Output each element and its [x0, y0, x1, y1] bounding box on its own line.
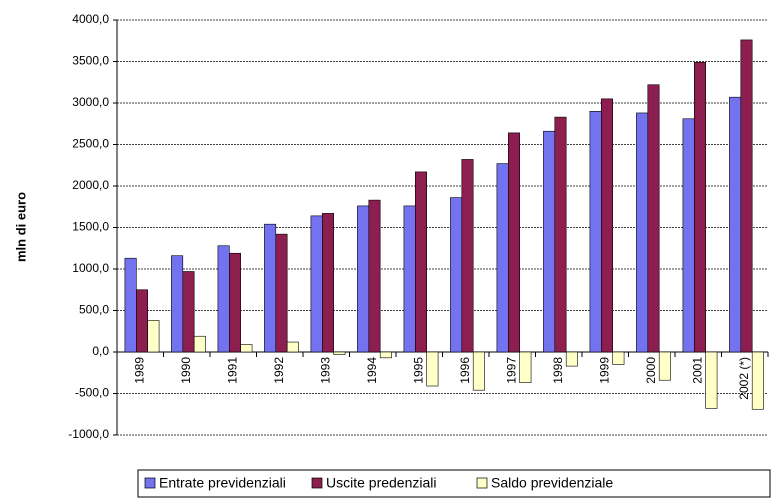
legend-swatch: [144, 477, 156, 489]
legend-label: Saldo previdenziale: [491, 475, 613, 491]
x-tick-label: 2002 (*): [737, 357, 751, 400]
bar: [543, 130, 556, 353]
bar: [647, 84, 660, 353]
bar: [589, 111, 602, 353]
bar: [472, 351, 485, 391]
x-tick-label: 1995: [411, 357, 425, 384]
bar: [461, 159, 474, 353]
bar: [507, 132, 520, 353]
x-tick-label: 1993: [318, 357, 332, 384]
bar: [554, 116, 567, 353]
bar: [693, 62, 706, 353]
bar: [682, 118, 695, 353]
bar: [135, 289, 148, 353]
x-tick-label: 1990: [179, 357, 193, 384]
bar: [636, 112, 649, 353]
legend-label: Uscite predenziali: [326, 475, 437, 491]
bar: [240, 344, 253, 353]
bar: [368, 199, 381, 353]
legend-swatch: [311, 477, 323, 489]
bar: [565, 351, 578, 367]
y-tick-label: 2000,0: [72, 178, 109, 192]
bar: [275, 233, 288, 353]
bar: [228, 252, 241, 353]
bar: [217, 245, 230, 353]
y-tick-label: 3000,0: [72, 95, 109, 109]
legend-label: Entrate previdenziali: [159, 475, 286, 491]
bar: [403, 205, 416, 353]
bar: [450, 197, 463, 353]
bar: [333, 351, 346, 355]
bar: [658, 351, 671, 381]
y-tick-label: 4000,0: [72, 12, 109, 26]
bar: [600, 98, 613, 353]
bar: [519, 351, 532, 384]
bar: [321, 213, 334, 353]
legend: [137, 469, 771, 498]
bar: [310, 215, 323, 353]
bar: [496, 163, 509, 353]
bar: [729, 96, 742, 353]
y-tick-label: 0,0: [92, 344, 109, 358]
bar: [740, 39, 753, 353]
bar: [426, 351, 439, 387]
y-tick-label: 1500,0: [72, 220, 109, 234]
bar: [171, 255, 184, 353]
bar: [751, 351, 764, 410]
bar: [147, 320, 160, 353]
y-tick-label: 3500,0: [72, 54, 109, 68]
x-tick-label: 1992: [272, 357, 286, 384]
bar: [379, 351, 392, 359]
x-tick-label: 2001: [690, 357, 704, 384]
bar: [286, 341, 299, 353]
legend-swatch: [476, 477, 488, 489]
bar: [264, 223, 277, 353]
y-tick-label: -1000,0: [68, 427, 109, 441]
x-tick-label: 1997: [504, 357, 518, 384]
bar: [414, 171, 427, 353]
bar: [357, 205, 370, 353]
bar: [182, 271, 195, 353]
y-tick-label: 1000,0: [72, 261, 109, 275]
bar: [124, 257, 137, 353]
y-tick-label: 500,0: [79, 303, 109, 317]
bar: [705, 351, 718, 409]
x-tick-label: 1989: [132, 357, 146, 384]
x-tick-label: 2000: [644, 357, 658, 384]
x-tick-label: 1994: [365, 357, 379, 384]
x-tick-label: 1998: [551, 357, 565, 384]
x-tick-label: 1999: [597, 357, 611, 384]
bar: [612, 351, 625, 365]
x-tick-label: 1996: [458, 357, 472, 384]
x-tick-label: 1991: [225, 357, 239, 384]
y-tick-label: 2500,0: [72, 137, 109, 151]
bar: [193, 335, 206, 353]
y-axis-label: mln di euro: [13, 192, 28, 262]
y-tick-label: -500,0: [75, 386, 109, 400]
